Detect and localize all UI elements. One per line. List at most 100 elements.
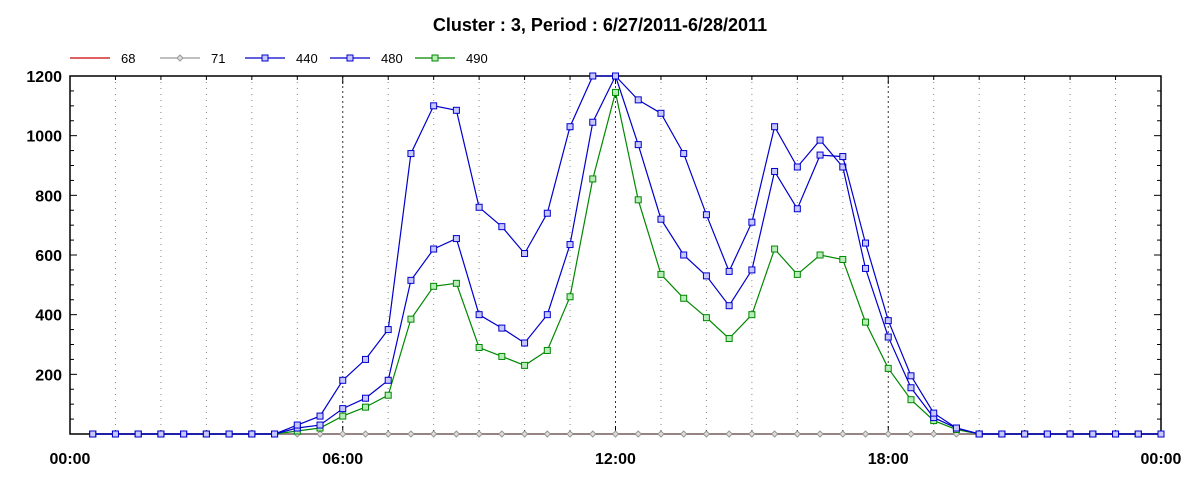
- data-point: [816, 151, 824, 159]
- data-point: [725, 267, 733, 275]
- data-point: [793, 205, 801, 213]
- data-point: [725, 302, 733, 310]
- series-line: [92, 74, 1161, 435]
- data-point: [361, 430, 370, 438]
- data-point: [384, 376, 392, 384]
- data-point: [748, 266, 756, 274]
- data-point: [430, 102, 438, 110]
- data-point: [293, 421, 301, 429]
- data-point: [862, 318, 870, 326]
- data-point: [907, 396, 915, 404]
- data-point: [771, 245, 779, 253]
- series-480: [89, 72, 1165, 438]
- data-point: [543, 346, 551, 354]
- data-point: [998, 430, 1006, 438]
- data-point: [839, 255, 847, 263]
- data-point: [771, 167, 779, 175]
- data-point: [521, 361, 529, 369]
- data-point: [543, 209, 551, 217]
- data-point: [1021, 430, 1029, 438]
- axes: 200 400 600 800 1000 1200 00:00 06:00 12:00 18:00…: [26, 69, 1181, 468]
- data-point: [384, 391, 392, 399]
- data-point: [407, 430, 415, 438]
- data-point: [316, 421, 324, 429]
- data-point: [952, 424, 960, 432]
- data-point: [316, 430, 324, 438]
- y-tick-label: 1200: [26, 69, 62, 86]
- data-point: [611, 430, 620, 438]
- data-point: [657, 430, 665, 438]
- series-layer: [89, 72, 1165, 438]
- legend-item: 480: [330, 51, 403, 66]
- data-point: [930, 430, 938, 438]
- data-point: [702, 272, 710, 280]
- data-point: [89, 430, 97, 438]
- grid: [114, 76, 1117, 434]
- data-point: [839, 430, 847, 438]
- data-point: [657, 270, 665, 278]
- data-point: [589, 118, 597, 126]
- series-440: [89, 72, 1165, 438]
- legend-label: 440: [296, 51, 318, 66]
- y-tick-label: 200: [35, 367, 62, 384]
- data-point: [771, 123, 779, 131]
- data-point: [384, 326, 392, 334]
- data-point: [1089, 430, 1097, 438]
- data-point: [1066, 430, 1074, 438]
- data-point: [361, 394, 369, 402]
- data-point: [907, 372, 915, 380]
- data-point: [566, 430, 574, 438]
- data-point: [543, 311, 551, 319]
- data-point: [429, 430, 438, 438]
- data-point: [793, 270, 801, 278]
- data-point: [1043, 430, 1051, 438]
- data-point: [702, 211, 710, 219]
- legend-item: 71: [160, 51, 225, 66]
- data-point: [1112, 430, 1120, 438]
- data-point: [339, 412, 347, 420]
- data-point: [748, 218, 756, 226]
- data-point: [361, 355, 369, 363]
- data-point: [475, 311, 483, 319]
- data-point: [339, 405, 347, 413]
- data-point: [702, 314, 710, 322]
- legend-label: 480: [381, 51, 403, 66]
- legend: 68 71 440 480 490: [70, 51, 488, 66]
- data-point: [498, 223, 506, 231]
- data-point: [475, 430, 483, 438]
- x-tick-label: 00:00: [50, 451, 91, 468]
- data-point: [907, 384, 915, 392]
- data-point: [543, 430, 552, 438]
- data-point: [657, 109, 665, 117]
- data-point: [816, 136, 824, 144]
- data-point: [566, 123, 574, 131]
- data-point: [430, 245, 438, 253]
- data-point: [1134, 430, 1142, 438]
- data-point: [793, 430, 802, 438]
- data-point: [520, 430, 529, 438]
- data-point: [475, 203, 483, 211]
- data-point: [725, 335, 733, 343]
- y-tick-label: 400: [35, 308, 62, 325]
- data-point: [930, 409, 938, 417]
- data-point: [407, 150, 415, 158]
- data-point: [862, 239, 870, 247]
- legend-item: 68: [70, 51, 135, 66]
- data-point: [316, 412, 324, 420]
- data-point: [975, 430, 983, 438]
- data-point: [180, 430, 188, 438]
- data-point: [475, 343, 483, 351]
- data-point: [657, 215, 665, 223]
- y-tick-label: 800: [35, 188, 62, 205]
- data-point: [202, 430, 210, 438]
- data-point: [679, 430, 688, 438]
- data-point: [634, 96, 642, 104]
- data-point: [521, 339, 529, 347]
- data-point: [271, 430, 279, 438]
- data-point: [702, 430, 711, 438]
- data-point: [793, 163, 801, 171]
- data-point: [634, 430, 642, 438]
- data-point: [452, 106, 460, 114]
- data-point: [884, 364, 892, 372]
- x-tick-label: 00:00: [1141, 451, 1182, 468]
